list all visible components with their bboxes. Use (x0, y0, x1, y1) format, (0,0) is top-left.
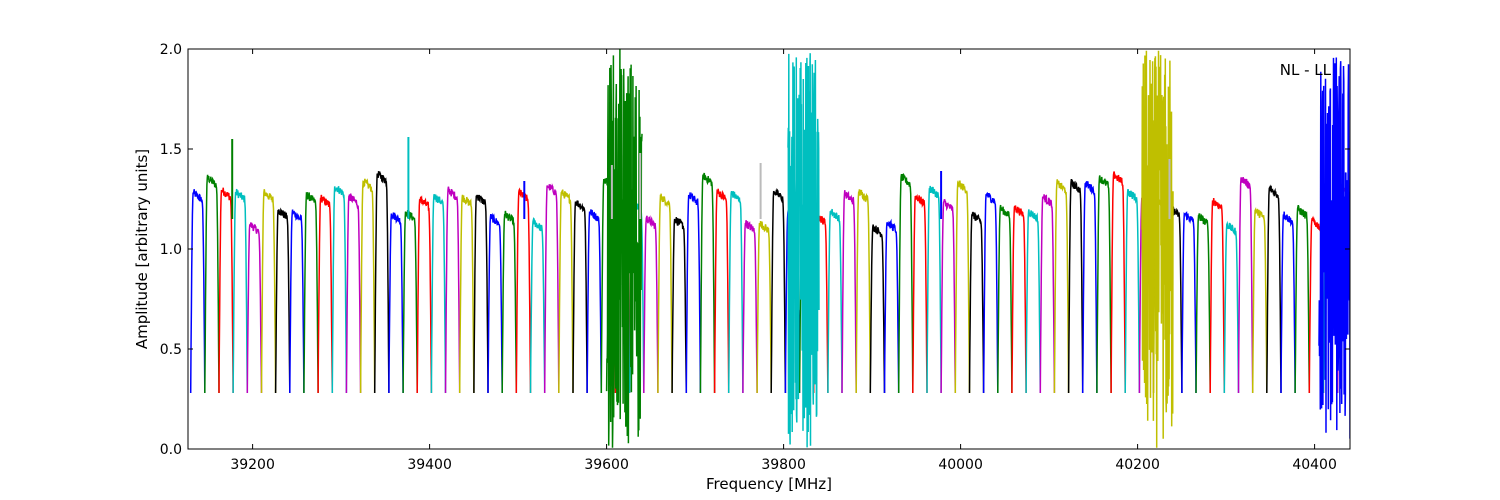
channel-passband-line (473, 194, 489, 394)
y-tick-label: 2.0 (160, 42, 182, 58)
channel-passband-line (713, 188, 730, 394)
channel-passband-line (912, 193, 928, 394)
channel-passband-line (260, 189, 277, 394)
channel-passband-line (416, 195, 433, 394)
channel-passband-line (1294, 205, 1311, 394)
channel-passband-line (246, 222, 263, 394)
y-tick-label: 1.5 (160, 142, 182, 158)
channel-passband-line (515, 187, 532, 394)
channel-passband-line (685, 192, 702, 394)
channel-passband-line (558, 189, 574, 394)
y-tick-label: 0.0 (160, 442, 182, 458)
channel-passband-line (1011, 205, 1027, 394)
x-tick-label: 40000 (938, 457, 983, 473)
channel-passband-line (204, 174, 220, 394)
x-tick-label: 40400 (1292, 457, 1337, 473)
channel-passband-line (1195, 213, 1211, 394)
channel-passband-line (586, 209, 603, 394)
x-tick-label: 39200 (230, 457, 275, 473)
channel-passband-line (373, 171, 390, 394)
channel-passband-line (940, 198, 957, 394)
channel-passband-line (1081, 181, 1098, 394)
channel-passband-line (1053, 179, 1070, 394)
channel-passband-line (1025, 209, 1042, 394)
channel-passband-line (232, 188, 249, 394)
channel-passband-line (402, 209, 418, 394)
channel-passband-line (770, 188, 787, 394)
channel-passband-line (1039, 194, 1056, 394)
channel-passband-line (756, 221, 772, 394)
channel-passband-line (954, 180, 971, 394)
x-tick-label: 39400 (407, 457, 452, 473)
channel-passband-line (1266, 184, 1282, 394)
channel-passband-line (1209, 197, 1226, 394)
channel-passband-line (883, 218, 900, 394)
tick-layer: 39200 39400 39600 39800 40000 40200 40400 0.0 0.… (160, 42, 1350, 473)
channel-passband-line (727, 190, 744, 394)
channel-passband-line (855, 189, 872, 394)
channel-passband-line (274, 207, 291, 394)
channel-passband-line (968, 211, 985, 394)
channel-passband-line (388, 212, 404, 394)
interference-noise-line (1141, 50, 1174, 448)
x-tick-label: 39800 (761, 457, 806, 473)
channel-passband-line (1124, 188, 1141, 394)
channel-passband-line (1280, 211, 1296, 394)
channel-passband-line (543, 183, 560, 394)
y-axis-label: Amplitude [arbitrary units] (133, 149, 151, 349)
x-tick-label: 39600 (584, 457, 629, 473)
interference-noise-line (605, 49, 643, 448)
channel-passband-line (444, 186, 461, 394)
channel-passband-line (742, 220, 758, 394)
channel-passband-line (572, 200, 588, 394)
channel-passband-line (458, 194, 475, 394)
channel-passband-line (841, 190, 857, 394)
interference-noise-line (1318, 57, 1350, 439)
channel-passband-line (529, 217, 546, 394)
channel-passband-line (189, 189, 206, 394)
x-axis-label: Frequency [MHz] (706, 475, 832, 493)
channel-passband-line (1223, 220, 1240, 394)
channel-passband-line (430, 194, 447, 394)
channel-passband-line (317, 194, 334, 394)
channel-passband-line (345, 193, 362, 394)
channel-passband-line (699, 172, 716, 394)
channel-passband-line (303, 191, 319, 394)
channel-passband-line (501, 210, 518, 394)
channel-passband-line (1251, 206, 1268, 394)
channel-passband-line (997, 204, 1013, 394)
channel-passband-line (926, 185, 942, 394)
channel-passband-line (359, 178, 376, 394)
channel-passband-line (1110, 171, 1126, 394)
channel-passband-line (487, 212, 503, 394)
channel-passband-line (869, 224, 886, 394)
channel-passband-line (1067, 178, 1084, 394)
channel-passband-line (1096, 175, 1112, 394)
channel-passband-line (331, 186, 348, 394)
interference-noise-line (787, 53, 820, 448)
channel-passband-line (657, 193, 673, 394)
channel-passband-line (897, 172, 914, 394)
channel-passband-line (671, 217, 688, 394)
channel-passband-line (289, 209, 305, 394)
channel-passband-line (1181, 211, 1197, 394)
channel-passband-line (1237, 176, 1254, 394)
channel-passband-line (643, 215, 659, 394)
channel-passband-line (218, 187, 234, 394)
y-tick-label: 1.0 (160, 242, 182, 258)
baseline-annotation: NL - LL (1280, 61, 1332, 79)
series-layer (189, 49, 1350, 448)
y-tick-label: 0.5 (160, 342, 182, 358)
x-tick-label: 40200 (1115, 457, 1160, 473)
channel-passband-line (827, 208, 843, 394)
channel-passband-line (982, 191, 999, 394)
